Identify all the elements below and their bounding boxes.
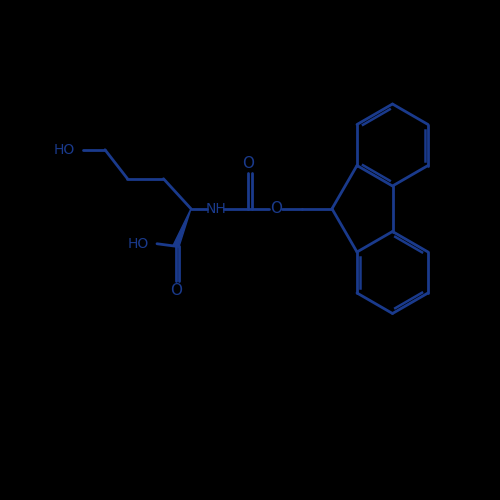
Text: HO: HO (54, 143, 75, 157)
Text: O: O (170, 283, 182, 298)
Text: O: O (242, 156, 254, 172)
Polygon shape (173, 209, 191, 248)
Text: HO: HO (127, 237, 148, 251)
Text: NH: NH (206, 202, 227, 216)
Text: O: O (270, 202, 282, 216)
